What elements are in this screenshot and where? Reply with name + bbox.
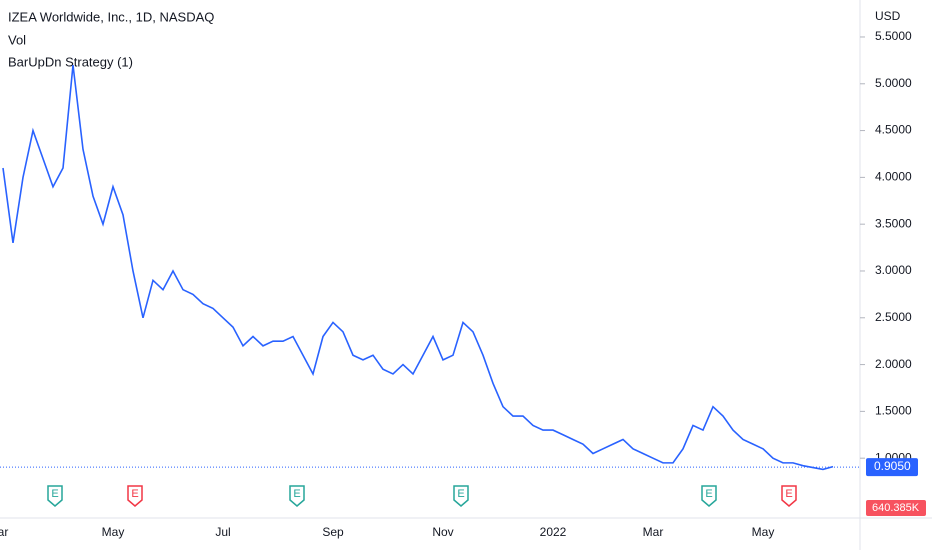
y-tick-label: 5.0000 (875, 76, 912, 90)
x-tick-label: May (102, 525, 125, 539)
volume-label: 640.385K (872, 502, 920, 514)
earnings-badge: E E E E E E (47, 485, 797, 507)
x-tick-label: Jul (215, 525, 230, 539)
price-line (2, 64, 834, 471)
badge-shape (701, 485, 717, 507)
badge-shape (453, 485, 469, 507)
indicator-label: Vol (8, 32, 26, 47)
badge-text: E (293, 488, 300, 500)
badge-shape (127, 485, 143, 507)
badge-text: E (785, 488, 792, 500)
last-price-label: 0.9050 (874, 459, 911, 473)
volume-tag (866, 500, 926, 516)
x-tick-label: ar (0, 525, 8, 539)
indicator-label: BarUpDn Strategy (1) (8, 54, 133, 69)
chart-title: IZEA Worldwide, Inc., 1D, NASDAQ (8, 9, 214, 24)
badge-text: E (51, 488, 58, 500)
badge-text: E (705, 488, 712, 500)
y-tick-label: 4.0000 (875, 170, 912, 184)
y-tick-label: 2.5000 (875, 310, 912, 324)
y-tick-label: 4.5000 (875, 123, 912, 137)
badge-shape (289, 485, 305, 507)
x-tick-label: 2022 (540, 525, 567, 539)
badge-shape (781, 485, 797, 507)
x-tick-label: Mar (643, 525, 664, 539)
x-tick-label: May (752, 525, 775, 539)
y-tick-label: 5.5000 (875, 29, 912, 43)
badge-shape (47, 485, 63, 507)
last-price-tag (866, 458, 918, 477)
y-tick-label: 3.5000 (875, 216, 912, 230)
y-tick-label: 1.5000 (875, 404, 912, 418)
badge-text: E (131, 488, 138, 500)
x-tick-label: Nov (432, 525, 453, 539)
x-tick-label: Sep (322, 525, 344, 539)
y-tick-label: 2.0000 (875, 357, 912, 371)
y-tick-label: 3.0000 (875, 263, 912, 277)
badge-text: E (457, 488, 464, 500)
y-unit: USD (875, 9, 901, 23)
